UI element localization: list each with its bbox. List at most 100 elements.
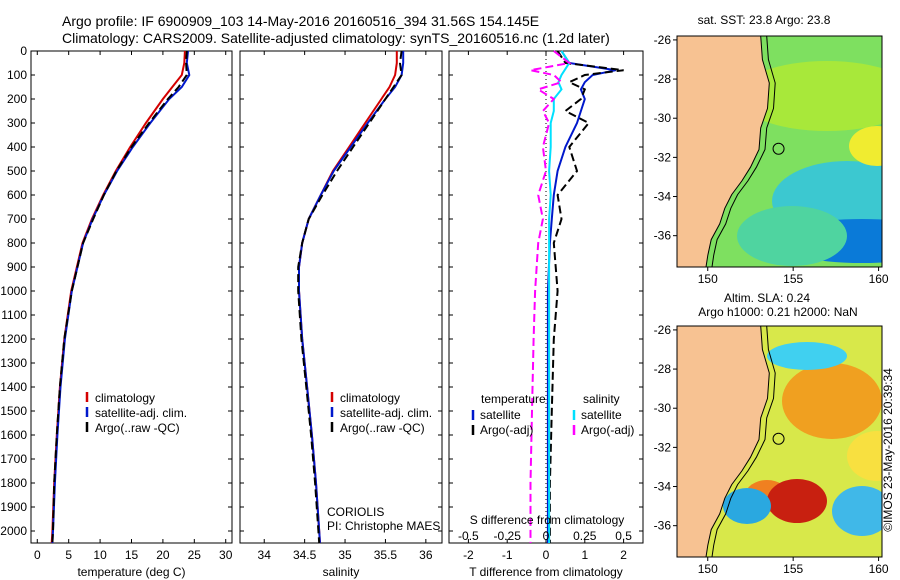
depth-contour [711, 36, 776, 267]
negative-sla-region [723, 488, 771, 524]
map-xtick-label: 155 [783, 272, 803, 286]
figure-title-line1: Argo profile: IF 6900909_103 14-May-2016… [62, 13, 540, 29]
map-frame [676, 325, 883, 558]
negative-sla-region [832, 486, 882, 536]
figure-title-line2: Climatology: CARS2009. Satellite-adjuste… [62, 30, 610, 46]
credit-text: ©IMOS 23-May-2016 20:39:34 [881, 368, 895, 532]
ytick-label: 0 [20, 44, 27, 58]
xtick-label: -1 [502, 548, 513, 562]
mid-water-region [737, 206, 847, 266]
xtick-label: 1 [581, 548, 588, 562]
map-sst_map: -26 -28 -30 -32 -34 -36 150 155 160 [654, 33, 889, 286]
xtick-label: 35.5 [374, 548, 398, 562]
ytick-label: 100 [7, 68, 27, 82]
legend-title-salinity: salinity [583, 392, 620, 406]
ytick-label: 200 [7, 92, 27, 106]
map-xtick-label: 160 [869, 562, 889, 576]
map-xtick-label: 150 [698, 272, 718, 286]
ytick-label: 1100 [1, 308, 27, 322]
annotation-line: CORIOLIS [327, 505, 384, 519]
map-frame [676, 35, 883, 268]
panel-frame-salinity [239, 50, 443, 544]
xtick-label: -2 [463, 548, 474, 562]
legend-entry: Argo(..raw -QC) [95, 421, 180, 435]
legend-entry: climatology [95, 391, 155, 405]
xtick-label-salinity-diff: 0 [543, 529, 550, 543]
panel-frame-temperature [30, 50, 233, 544]
legend-entry: satellite-adj. clim. [95, 406, 187, 420]
map-title-sla-line1: Altim. SLA: 0.24 [724, 291, 810, 305]
map-ytick-label: -34 [654, 480, 672, 494]
ytick-label: 600 [7, 188, 27, 202]
map-ytick-label: -28 [654, 362, 672, 376]
map-ytick-label: -30 [654, 401, 672, 415]
warm-eddy [849, 126, 882, 166]
map-ytick-label: -26 [654, 33, 672, 47]
xtick-label: 10 [93, 548, 107, 562]
ytick-label: 500 [7, 164, 27, 178]
map-ytick-label: -32 [654, 150, 672, 164]
map-title-sst: sat. SST: 23.8 Argo: 23.8 [698, 13, 831, 27]
xtick-label: 36 [419, 548, 433, 562]
xaxis-label-temperature: temperature (deg C) [77, 565, 185, 579]
xtick-label-salinity-diff: -0.25 [494, 529, 522, 543]
series-line-difference-3 [529, 50, 572, 543]
ytick-label: 1900 [0, 500, 27, 514]
series-line-difference-2 [548, 50, 571, 543]
xtick-label: 30 [219, 548, 233, 562]
xtick-label: 5 [65, 548, 72, 562]
depth-contour [711, 326, 776, 557]
ytick-label: 1600 [0, 428, 27, 442]
xtick-label-salinity-diff: 0.5 [615, 529, 632, 543]
ytick-label: 900 [7, 260, 27, 274]
xtick-label: 0 [34, 548, 41, 562]
legend-title-temperature: temperature [481, 392, 546, 406]
map-ytick-label: -36 [654, 229, 672, 243]
ytick-label: 800 [7, 236, 27, 250]
map-sla_map: -26 -28 -30 -32 -34 -36 150 155 160 [654, 323, 889, 576]
map-ytick-label: -28 [654, 72, 672, 86]
map-ytick-label: -30 [654, 111, 672, 125]
legend-entry: Argo(..raw -QC) [340, 421, 425, 435]
xaxis-label-salinity: salinity [323, 565, 360, 579]
xtick-label: 2 [620, 548, 627, 562]
ytick-label: 1400 [0, 380, 27, 394]
map-xtick-label: 155 [783, 562, 803, 576]
ytick-label: 700 [7, 212, 27, 226]
xaxis-label-top-difference: S difference from climatology [470, 513, 625, 527]
series-line-salinity-2 [297, 50, 403, 544]
land-mass [677, 36, 770, 267]
ytick-label: 2000 [0, 524, 27, 538]
ytick-label: 1800 [0, 476, 27, 490]
xtick-label: 34.5 [293, 548, 317, 562]
xaxis-label-difference: T difference from climatology [469, 565, 623, 579]
ytick-label: 1000 [0, 284, 27, 298]
positive-sla-region [782, 363, 882, 439]
ytick-label: 300 [7, 116, 27, 130]
xtick-label: 25 [188, 548, 202, 562]
map-title-sla-line2: Argo h1000: 0.21 h2000: NaN [698, 305, 857, 319]
map-ytick-label: -36 [654, 519, 672, 533]
map-xtick-label: 150 [698, 562, 718, 576]
series-line-difference-1 [548, 50, 624, 543]
map-ytick-label: -34 [654, 190, 672, 204]
argo-position-marker [772, 432, 785, 445]
map-xtick-label: 160 [869, 272, 889, 286]
legend-entry: climatology [340, 391, 400, 405]
land-mass [677, 326, 770, 557]
ytick-label: 1200 [0, 332, 27, 346]
warm-region [847, 431, 882, 481]
ytick-label: 1700 [0, 452, 27, 466]
argo-position-marker [772, 142, 785, 155]
xtick-label: 35 [338, 548, 352, 562]
ytick-label: 1300 [0, 356, 27, 370]
xtick-label-salinity-diff: -0.5 [458, 529, 479, 543]
negative-sla-region [767, 342, 847, 370]
high-sla-eddy [767, 479, 827, 523]
xtick-label: 15 [125, 548, 139, 562]
ytick-label: 400 [7, 140, 27, 154]
legend-entry: satellite [480, 408, 521, 422]
legend-entry: Argo(-adj) [581, 423, 634, 437]
ytick-label: 1500 [0, 404, 27, 418]
